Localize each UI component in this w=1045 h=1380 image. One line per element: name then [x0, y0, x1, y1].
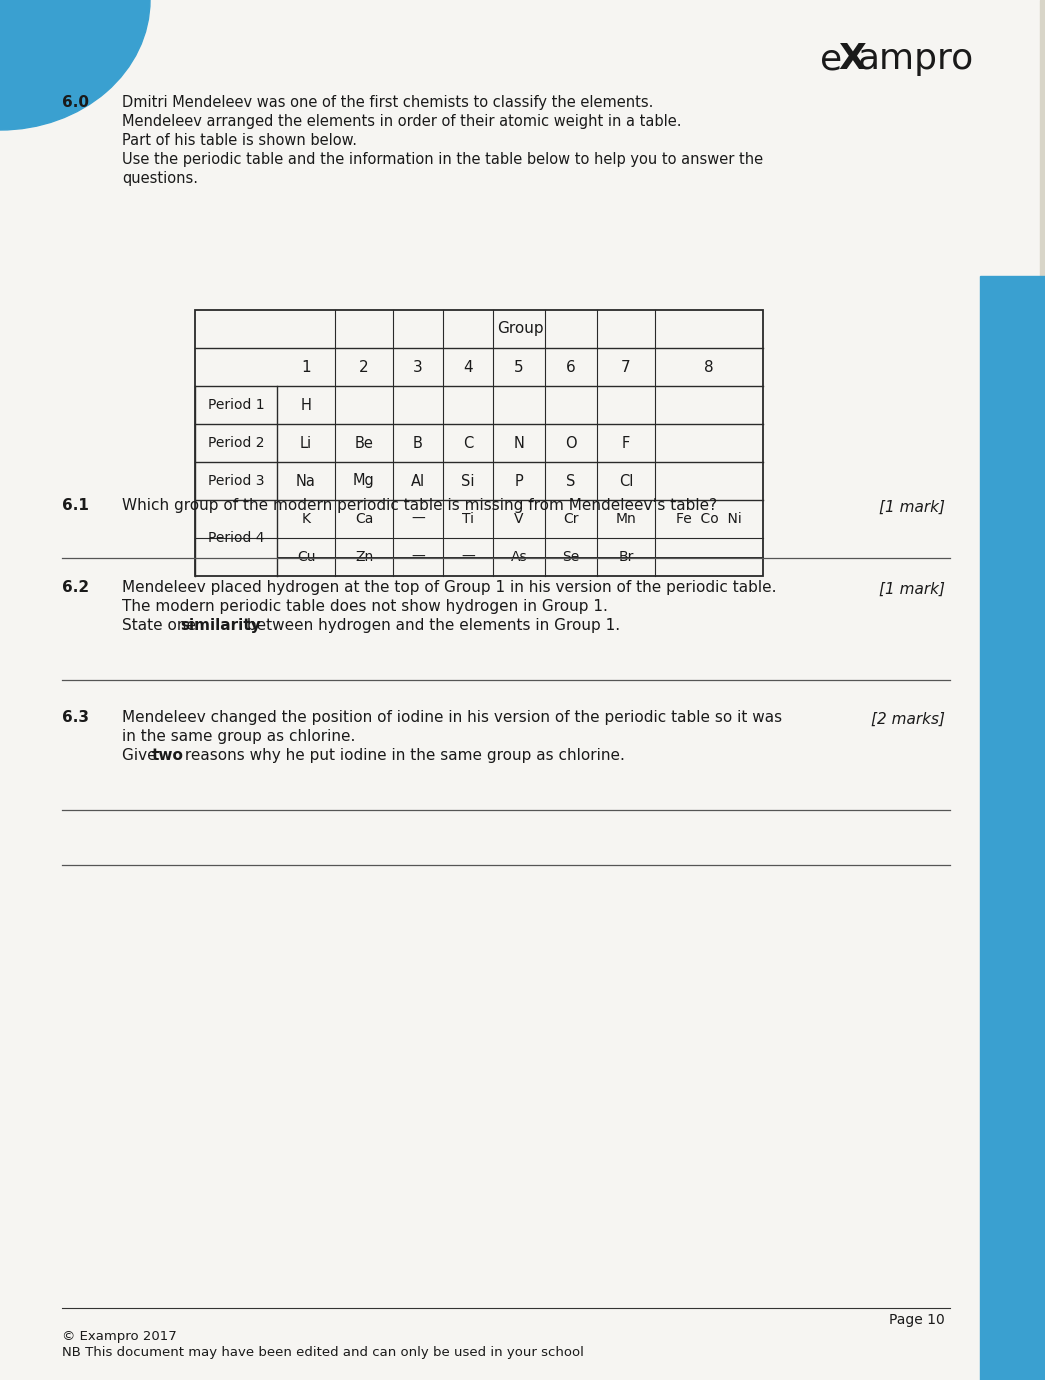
Text: N: N [513, 436, 525, 450]
Text: C: C [463, 436, 473, 450]
Text: reasons why he put iodine in the same group as chlorine.: reasons why he put iodine in the same gr… [180, 748, 625, 763]
Text: 6.1: 6.1 [62, 498, 89, 513]
Text: 6.3: 6.3 [62, 709, 89, 725]
Text: P: P [514, 473, 524, 489]
Text: Cu: Cu [297, 551, 316, 564]
Text: similarity: similarity [180, 618, 260, 633]
Text: questions.: questions. [122, 171, 198, 186]
Bar [1040, 0, 1045, 1380]
Text: Al: Al [411, 473, 425, 489]
Text: Br: Br [619, 551, 633, 564]
Text: Period 2: Period 2 [208, 436, 264, 450]
Text: —: — [461, 551, 474, 564]
Ellipse shape [0, 0, 150, 130]
Text: Group: Group [496, 322, 543, 337]
Text: Mendeleev changed the position of iodine in his version of the periodic table so: Mendeleev changed the position of iodine… [122, 709, 782, 725]
Text: Period 1: Period 1 [208, 397, 264, 413]
Text: Mg: Mg [353, 473, 375, 489]
Text: Which group of the modern periodic table is missing from Mendeleev’s table?: Which group of the modern periodic table… [122, 498, 717, 513]
Text: ampro: ampro [858, 41, 974, 76]
Text: Zn: Zn [355, 551, 373, 564]
Text: 7: 7 [621, 360, 631, 374]
Text: Be: Be [354, 436, 373, 450]
Text: Se: Se [562, 551, 580, 564]
Text: [1 mark]: [1 mark] [879, 582, 945, 598]
Bar [195, 310, 763, 575]
Text: Page 10: Page 10 [889, 1312, 945, 1328]
Text: Fe  Co  Ni: Fe Co Ni [676, 512, 742, 526]
Text: Cr: Cr [563, 512, 579, 526]
Text: Part of his table is shown below.: Part of his table is shown below. [122, 132, 357, 148]
Text: 1: 1 [301, 360, 310, 374]
Text: Cl: Cl [619, 473, 633, 489]
Text: 2: 2 [359, 360, 369, 374]
Text: e: e [820, 41, 842, 76]
Text: [2 marks]: [2 marks] [870, 712, 945, 727]
Text: B: B [413, 436, 423, 450]
Text: H: H [301, 397, 311, 413]
Text: in the same group as chlorine.: in the same group as chlorine. [122, 729, 355, 744]
Text: Ca: Ca [355, 512, 373, 526]
Text: between hydrogen and the elements in Group 1.: between hydrogen and the elements in Gro… [242, 618, 620, 633]
Text: 6: 6 [566, 360, 576, 374]
Text: The modern periodic table does not show hydrogen in Group 1.: The modern periodic table does not show … [122, 599, 608, 614]
Text: two: two [152, 748, 184, 763]
Bar [980, 276, 1045, 1380]
Text: Period 3: Period 3 [208, 473, 264, 489]
Text: O: O [565, 436, 577, 450]
Text: K: K [302, 512, 310, 526]
Text: V: V [514, 512, 524, 526]
Text: Period 4: Period 4 [208, 531, 264, 545]
Text: —: — [411, 512, 425, 526]
Text: 4: 4 [463, 360, 472, 374]
Text: [1 mark]: [1 mark] [879, 500, 945, 515]
Text: 6.2: 6.2 [62, 580, 89, 595]
Text: Mendeleev arranged the elements in order of their atomic weight in a table.: Mendeleev arranged the elements in order… [122, 115, 681, 128]
Text: Si: Si [461, 473, 474, 489]
Text: As: As [511, 551, 528, 564]
Text: State one: State one [122, 618, 201, 633]
Text: Dmitri Mendeleev was one of the first chemists to classify the elements.: Dmitri Mendeleev was one of the first ch… [122, 95, 653, 110]
Text: Ti: Ti [462, 512, 474, 526]
Text: F: F [622, 436, 630, 450]
Text: Give: Give [122, 748, 162, 763]
Text: —: — [411, 551, 425, 564]
Text: Use the periodic table and the information in the table below to help you to ans: Use the periodic table and the informati… [122, 152, 763, 167]
Text: 8: 8 [704, 360, 714, 374]
Text: Na: Na [296, 473, 316, 489]
Text: 3: 3 [413, 360, 423, 374]
Text: 6.0: 6.0 [62, 95, 89, 110]
Text: S: S [566, 473, 576, 489]
Text: © Exampro 2017: © Exampro 2017 [62, 1330, 177, 1343]
Text: Mendeleev placed hydrogen at the top of Group 1 in his version of the periodic t: Mendeleev placed hydrogen at the top of … [122, 580, 776, 595]
Text: NB This document may have been edited and can only be used in your school: NB This document may have been edited an… [62, 1346, 584, 1359]
Text: Li: Li [300, 436, 312, 450]
Text: Mn: Mn [616, 512, 636, 526]
Text: X: X [838, 41, 866, 76]
Text: 5: 5 [514, 360, 524, 374]
